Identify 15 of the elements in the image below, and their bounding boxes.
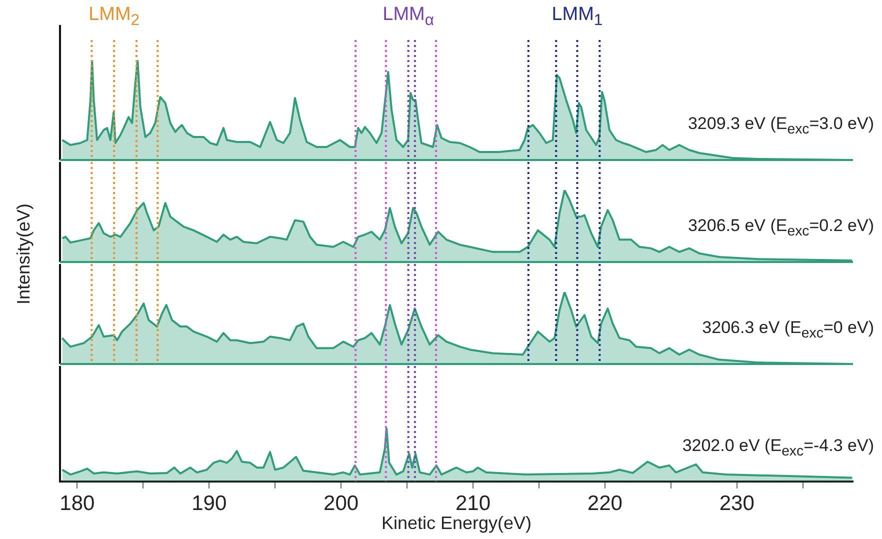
annotation: 3206.5 eV (E$_{exc}$=0.2 eV) bbox=[688, 216, 874, 240]
ref-line-label: LMM$_{1}$ bbox=[552, 4, 603, 30]
annotation: 3202.0 eV (E$_{exc}$=-4.3 eV) bbox=[682, 436, 874, 459]
annotation: 3206.3 eV (E$_{exc}$=0 eV) bbox=[702, 318, 874, 342]
x-tick-label: 210 bbox=[455, 492, 491, 515]
ref-line-label: LMM$_{2}$ bbox=[88, 4, 140, 30]
x-axis-title: Kinetic Energy(eV) bbox=[381, 513, 532, 534]
ref-line-label: LMM$_{α}$ bbox=[382, 4, 434, 30]
x-tick-label: 220 bbox=[587, 492, 622, 515]
x-tick-label: 200 bbox=[324, 492, 359, 515]
x-tick-label: 190 bbox=[192, 492, 227, 515]
x-tick-label: 180 bbox=[60, 492, 95, 515]
x-tick-label: 230 bbox=[719, 492, 754, 515]
annotation: 3209.3 eV (E$_{exc}$=3.0 eV) bbox=[688, 114, 874, 138]
y-axis-title: Intensity(eV) bbox=[14, 203, 34, 304]
